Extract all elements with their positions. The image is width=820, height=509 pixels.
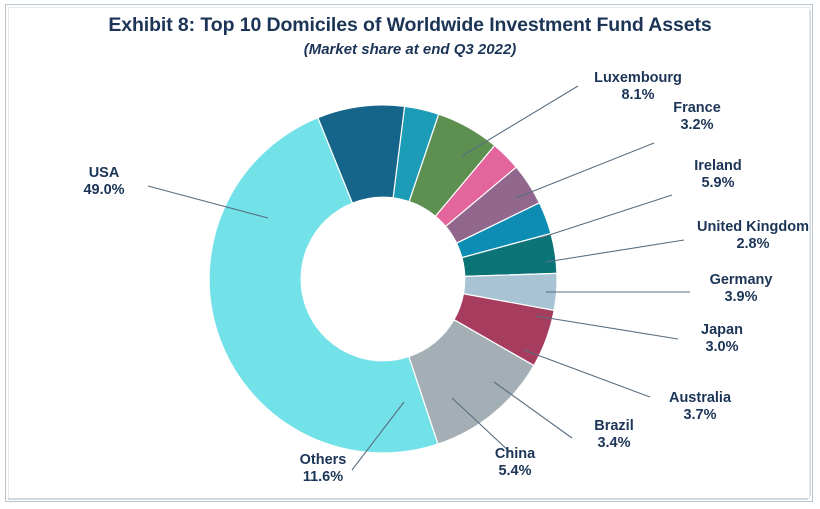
callout-australia: Australia 3.7%: [654, 390, 746, 424]
callout-usa: USA 49.0%: [58, 165, 150, 199]
leader-line-luxembourg: [461, 85, 579, 157]
callout-france: France 3.2%: [658, 100, 736, 134]
callout-france-label: France: [673, 100, 721, 116]
leader-line-australia: [523, 349, 651, 398]
callout-brazil-label: Brazil: [594, 418, 634, 434]
callout-japan-label: Japan: [701, 322, 743, 338]
leader-line-others: [351, 401, 405, 471]
callout-united-kingdom-value: 2.8%: [736, 236, 770, 253]
leader-line-brazil: [493, 381, 573, 439]
callout-luxembourg-label: Luxembourg: [594, 70, 682, 86]
callout-others-value: 11.6%: [302, 469, 344, 486]
callout-australia-label: Australia: [668, 390, 732, 406]
leader-line-japan: [535, 315, 679, 340]
callout-ireland-label: Ireland: [694, 158, 742, 174]
leader-line-france: [515, 142, 655, 199]
callout-germany: Germany 3.9%: [694, 272, 788, 306]
callout-others-label: Others: [299, 452, 347, 468]
callout-brazil: Brazil 3.4%: [578, 418, 650, 452]
right-edge-rule: [810, 10, 811, 496]
callout-brazil-value: 3.4%: [597, 435, 631, 452]
callout-usa-label: USA: [88, 165, 120, 181]
callout-china-value: 5.4%: [498, 463, 532, 480]
callout-france-value: 3.2%: [680, 117, 714, 134]
title-block: Exhibit 8: Top 10 Domiciles of Worldwide…: [0, 14, 820, 58]
callout-united-kingdom: United Kingdom 2.8%: [690, 219, 816, 253]
leader-line-usa: [147, 185, 269, 219]
page-subtitle: (Market share at end Q3 2022): [303, 41, 517, 58]
callout-united-kingdom-label: United Kingdom: [697, 219, 809, 235]
callout-germany-label: Germany: [709, 272, 773, 288]
leader-line-china: [451, 397, 511, 453]
callout-usa-value: 49.0%: [83, 182, 125, 199]
callout-china-label: China: [494, 446, 536, 462]
leader-line-ireland: [539, 194, 673, 239]
callout-germany-value: 3.9%: [724, 289, 758, 306]
callout-china: China 5.4%: [478, 446, 552, 480]
callout-japan-value: 3.0%: [705, 339, 739, 356]
bottom-edge-rule: [8, 498, 808, 500]
leader-line-group: [147, 85, 690, 471]
callout-ireland-value: 5.9%: [701, 175, 735, 192]
donut-slice-group: [208, 104, 558, 454]
callout-luxembourg-value: 8.1%: [621, 87, 655, 104]
callout-ireland: Ireland 5.9%: [676, 158, 760, 192]
callout-japan: Japan 3.0%: [686, 322, 758, 356]
donut-slice-usa[interactable]: [208, 116, 439, 454]
page-title: Exhibit 8: Top 10 Domiciles of Worldwide…: [108, 14, 712, 36]
leader-line-uk: [545, 239, 685, 263]
callout-australia-value: 3.7%: [683, 407, 717, 424]
callout-others: Others 11.6%: [282, 452, 364, 486]
callout-luxembourg: Luxembourg 8.1%: [580, 70, 696, 104]
